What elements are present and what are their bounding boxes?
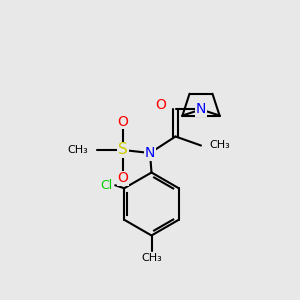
Text: CH₃: CH₃ (209, 140, 230, 151)
Text: N: N (196, 103, 206, 116)
Text: O: O (155, 98, 166, 112)
Text: O: O (118, 172, 128, 185)
Text: N: N (145, 146, 155, 160)
Text: O: O (118, 115, 128, 128)
Text: CH₃: CH₃ (68, 145, 88, 155)
Text: S: S (118, 142, 128, 158)
Text: CH₃: CH₃ (141, 253, 162, 263)
Text: Cl: Cl (100, 179, 112, 192)
